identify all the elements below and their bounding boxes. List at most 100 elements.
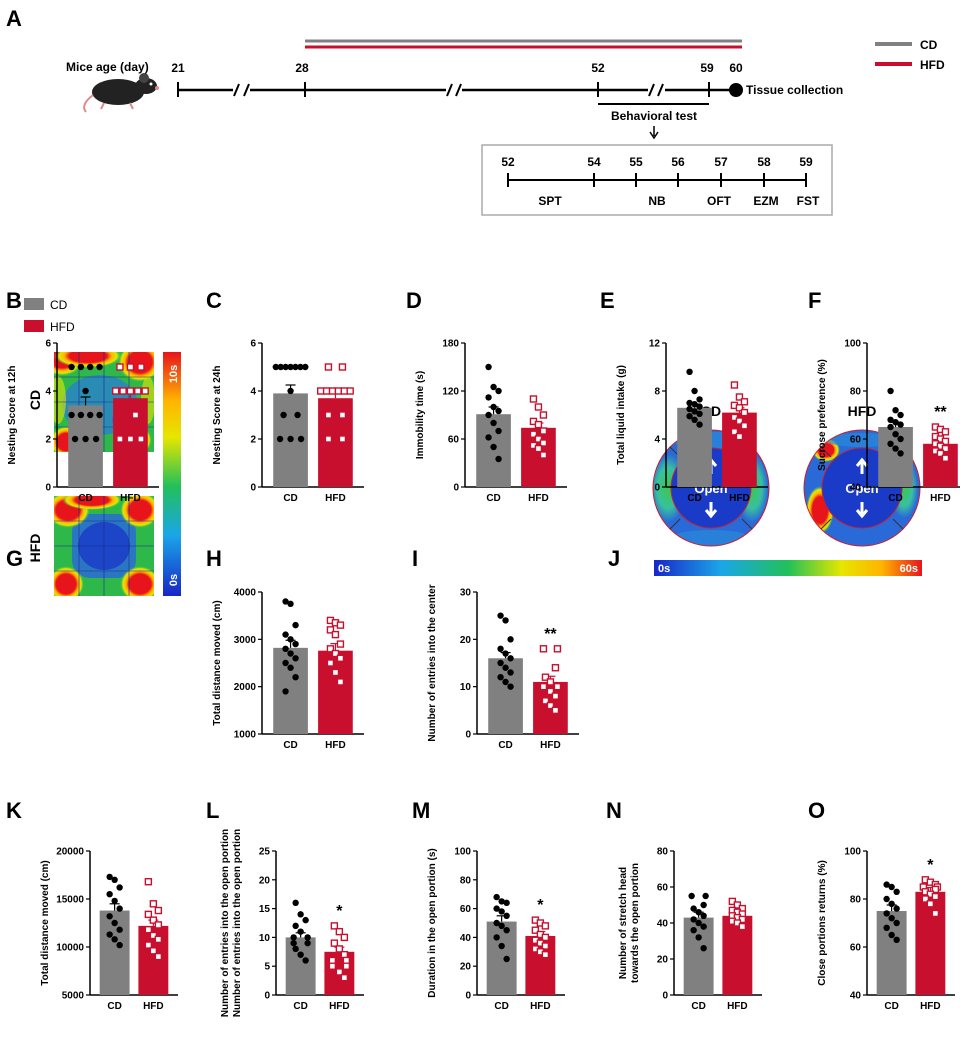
y-tick-label: 6 — [250, 339, 256, 350]
data-point-hfd — [531, 926, 540, 934]
data-point-hfd — [338, 435, 347, 443]
data-point-hfd — [941, 428, 950, 436]
significance-label: * — [336, 903, 343, 920]
data-point-hfd — [134, 387, 142, 395]
data-point-cd — [82, 435, 89, 443]
sub-day-59: 59 — [799, 155, 813, 169]
legend-b-hfd-swatch — [24, 320, 44, 332]
y-axis-label: Number of entries into the open portion — [232, 829, 243, 1017]
data-point-cd — [96, 411, 103, 419]
data-point-cd — [696, 421, 703, 428]
data-point-cd — [287, 387, 294, 395]
data-point-cd — [282, 645, 289, 652]
y-axis-label: Nesting Score at 12h — [7, 366, 18, 465]
y-tick-label: 60 — [850, 943, 862, 954]
x-tick-label: HFD — [325, 740, 346, 751]
data-point-cd — [686, 405, 693, 413]
panel-label-l: L — [206, 798, 219, 823]
panel-label-m: M — [412, 798, 430, 823]
y-axis-label: Number of entries into the center — [427, 584, 438, 741]
data-point-cd — [893, 905, 900, 912]
data-point-cd — [287, 664, 294, 671]
y-tick-label: 10000 — [56, 943, 84, 954]
data-point-cd — [485, 434, 492, 441]
data-point-cd — [702, 892, 709, 900]
data-point-cd — [507, 655, 514, 662]
x-tick-label: CD — [107, 1001, 121, 1012]
data-point-cd — [700, 923, 707, 930]
bar-hfd — [915, 891, 946, 995]
chart-b: 0 2 4 6 Nesting Score at 12h CD HFD — [7, 339, 159, 504]
data-point-cd — [897, 435, 904, 443]
data-point-cd — [297, 363, 304, 371]
data-point-cd — [495, 407, 502, 415]
data-point-hfd — [931, 909, 940, 918]
y-axis-label: Immobility time (s) — [415, 371, 426, 459]
data-point-cd — [68, 363, 75, 371]
data-point-hfd — [338, 411, 347, 419]
data-point-cd — [892, 445, 899, 452]
y-tick-label: 4 — [654, 435, 660, 446]
data-point-cd — [292, 922, 299, 930]
mouse-icon — [83, 73, 159, 113]
data-point-hfd — [541, 673, 550, 681]
colorbar-j-max: 60s — [900, 563, 918, 575]
y-tick-label: 40 — [850, 483, 862, 494]
data-point-cd — [292, 621, 299, 629]
data-point-cd — [892, 431, 899, 438]
data-point-cd — [282, 363, 289, 371]
data-point-cd — [503, 899, 510, 907]
data-point-cd — [77, 363, 85, 371]
data-point-hfd — [346, 387, 354, 395]
day-60: 60 — [729, 61, 743, 75]
y-tick-label: 12 — [649, 339, 661, 350]
data-point-cd — [686, 399, 693, 407]
data-point-hfd — [541, 922, 550, 930]
data-point-cd — [116, 941, 123, 949]
y-tick-label: 20 — [259, 875, 271, 886]
chart-l: 0 5 10 15 20 25 Number of entries into the ope… — [220, 829, 364, 1017]
data-point-cd — [502, 678, 509, 686]
data-point-cd — [282, 598, 289, 605]
y-tick-label: 100 — [844, 339, 861, 350]
panel-label-j: J — [608, 546, 620, 571]
data-point-cd — [888, 931, 895, 939]
panel-label-k: K — [6, 798, 22, 823]
data-point-cd — [277, 363, 284, 371]
data-point-hfd — [342, 962, 351, 970]
data-point-hfd — [154, 952, 163, 961]
data-point-cd — [497, 659, 504, 667]
data-point-cd — [691, 408, 698, 415]
x-tick-label: CD — [498, 740, 512, 751]
data-point-cd — [493, 893, 500, 901]
y-tick-label: 80 — [850, 895, 862, 906]
y-tick-label: 0 — [465, 991, 471, 1002]
data-point-hfd — [326, 659, 335, 667]
data-point-hfd — [154, 921, 163, 929]
data-point-hfd — [112, 387, 120, 395]
data-point-hfd — [340, 387, 348, 395]
data-point-cd — [304, 939, 311, 947]
data-point-hfd — [326, 626, 335, 634]
data-point-cd — [111, 919, 118, 927]
data-point-hfd — [941, 444, 950, 453]
data-point-cd — [106, 873, 113, 881]
data-point-cd — [883, 910, 890, 917]
y-tick-label: 100 — [454, 847, 471, 858]
data-point-hfd — [539, 439, 548, 447]
data-point-cd — [507, 683, 514, 690]
x-tick-label: HFD — [540, 740, 561, 751]
data-point-cd — [272, 363, 280, 371]
significance-label: ** — [934, 404, 947, 421]
maze-hfd-open-label: Open — [845, 481, 878, 496]
data-point-hfd — [324, 411, 333, 419]
main-timeline — [177, 82, 743, 97]
data-point-cd — [490, 403, 497, 411]
chart-h: 1000 2000 3000 4000 Total distance moved (cm… — [212, 588, 364, 751]
data-point-hfd — [534, 420, 543, 429]
data-point-hfd — [116, 363, 124, 371]
data-point-cd — [507, 669, 514, 676]
data-point-hfd — [738, 922, 747, 931]
data-point-cd — [498, 908, 505, 915]
